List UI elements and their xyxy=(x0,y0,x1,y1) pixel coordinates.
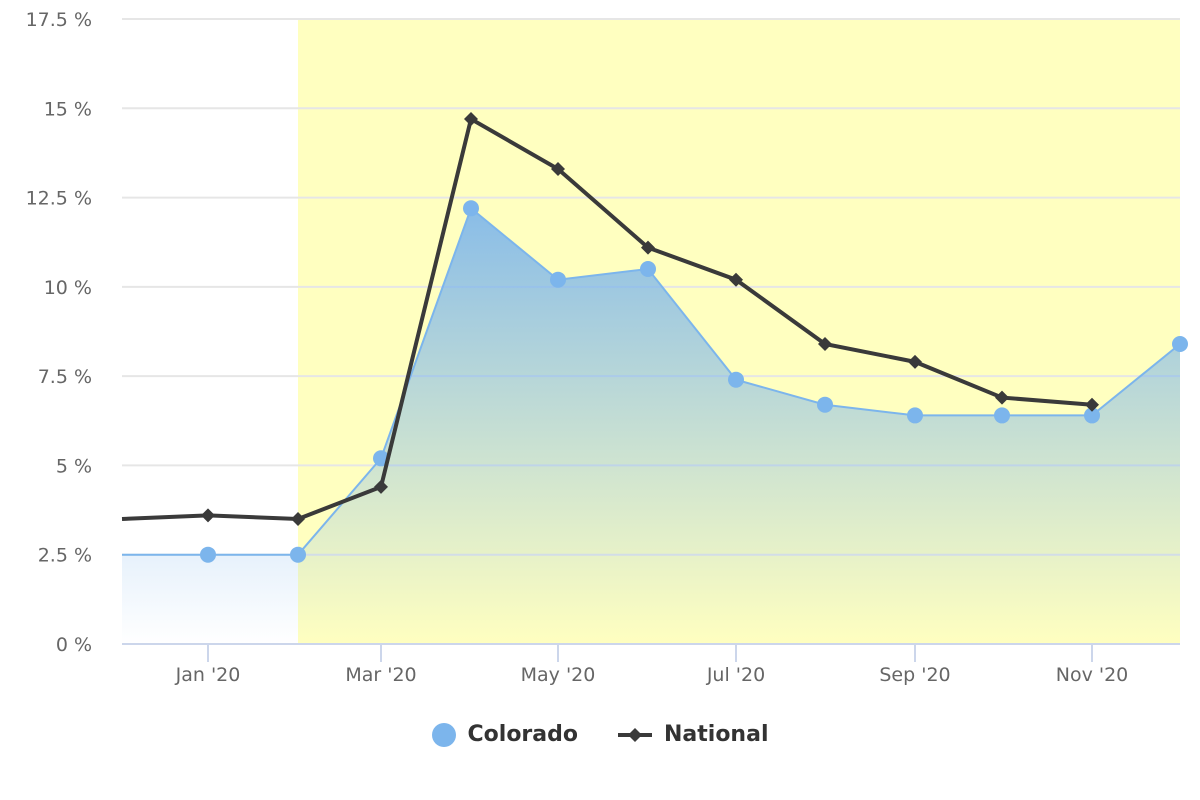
y-tick-label: 10 % xyxy=(44,277,92,299)
national-line[interactable] xyxy=(121,115,1093,522)
data-point[interactable] xyxy=(1085,397,1099,412)
y-tick-label: 5 % xyxy=(56,455,92,477)
y-tick-label: 12.5 % xyxy=(26,188,92,210)
data-point[interactable] xyxy=(729,272,743,287)
colorado-area xyxy=(122,208,1180,645)
data-point[interactable] xyxy=(817,396,833,413)
x-tick-label: May '20 xyxy=(521,664,596,686)
data-point[interactable] xyxy=(907,407,923,424)
data-point[interactable] xyxy=(641,240,655,255)
circle-marker-icon xyxy=(431,722,456,747)
data-point[interactable] xyxy=(818,337,832,351)
data-point[interactable] xyxy=(550,271,566,288)
y-tick-label: 17.5 % xyxy=(26,9,92,31)
x-tick-label: Mar '20 xyxy=(345,664,416,686)
national-markers[interactable] xyxy=(201,112,1099,526)
legend: Colorado National xyxy=(0,722,1200,747)
diamond-marker-icon xyxy=(618,727,652,742)
data-point[interactable] xyxy=(1084,407,1100,424)
legend-item-colorado[interactable]: Colorado xyxy=(431,722,578,747)
data-point[interactable] xyxy=(995,390,1009,405)
legend-label: Colorado xyxy=(467,722,578,747)
data-point[interactable] xyxy=(994,407,1010,424)
data-point[interactable] xyxy=(290,546,306,563)
y-tick-label: 15 % xyxy=(44,98,92,120)
legend-item-national[interactable]: National xyxy=(618,722,768,747)
data-point[interactable] xyxy=(728,371,744,388)
data-point[interactable] xyxy=(464,112,478,126)
x-tick-label: Jul '20 xyxy=(706,664,765,686)
data-point[interactable] xyxy=(374,479,388,494)
y-axis: 0 % 2.5 % 5 % 7.5 % 10 % 12.5 % 15 % 17.5 % xyxy=(26,9,92,656)
data-point[interactable] xyxy=(1172,336,1188,352)
x-tick-label: Sep '20 xyxy=(879,664,950,686)
data-point[interactable] xyxy=(291,512,305,526)
data-point[interactable] xyxy=(201,508,215,523)
y-tick-label: 7.5 % xyxy=(38,366,92,388)
legend-label: National xyxy=(664,722,769,747)
y-tick-label: 0 % xyxy=(56,634,92,656)
x-tick-label: Jan '20 xyxy=(175,664,241,686)
data-point[interactable] xyxy=(908,354,922,369)
colorado-markers[interactable] xyxy=(200,200,1188,563)
data-point[interactable] xyxy=(200,546,216,563)
data-point[interactable] xyxy=(463,200,479,217)
data-point[interactable] xyxy=(551,162,565,176)
data-point[interactable] xyxy=(640,261,656,277)
x-axis: Jan '20 Mar '20 May '20 Jul '20 Sep '20 Nov '… xyxy=(175,644,1129,686)
x-tick-label: Nov '20 xyxy=(1056,664,1129,686)
y-tick-label: 2.5 % xyxy=(38,545,92,567)
